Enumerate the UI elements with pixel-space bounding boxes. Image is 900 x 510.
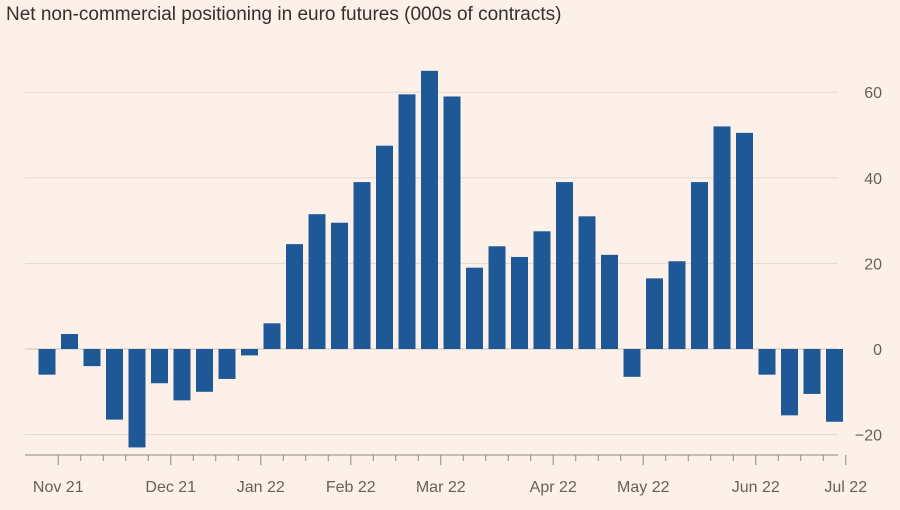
- bar: [241, 349, 258, 356]
- bar: [623, 349, 641, 377]
- bar: [263, 323, 281, 349]
- bar: [488, 246, 506, 349]
- bar: [353, 182, 371, 349]
- bar: [376, 145, 393, 349]
- bar: [736, 132, 753, 349]
- x-tick-label: Dec 21: [145, 479, 196, 496]
- bar: [196, 349, 213, 392]
- x-tick-label: Jan 22: [237, 479, 285, 496]
- bar: [331, 222, 348, 349]
- x-tick-label: Nov 21: [33, 479, 84, 496]
- bar: [443, 96, 461, 349]
- bar: [218, 349, 236, 379]
- y-tick-label: 60: [864, 85, 882, 102]
- bar: [826, 349, 843, 422]
- chart-title: Net non-commercial positioning in euro f…: [6, 4, 562, 25]
- bar: [466, 267, 483, 349]
- y-tick-label: 0: [873, 342, 882, 359]
- bar: [556, 182, 573, 349]
- x-tick-label: Apr 22: [530, 479, 577, 496]
- bar: [713, 126, 731, 349]
- bar: [646, 278, 663, 349]
- x-tick-label: Jun 22: [732, 479, 780, 496]
- x-tick-label: Feb 22: [326, 479, 376, 496]
- x-tick-label: May 22: [617, 479, 670, 496]
- bar: [173, 349, 191, 401]
- bar: [83, 349, 101, 367]
- bar: [106, 349, 123, 420]
- bar: [151, 349, 168, 384]
- bar: [511, 256, 528, 349]
- bar: [691, 182, 708, 349]
- bar: [128, 349, 146, 448]
- bar: [578, 216, 596, 349]
- bar: [61, 334, 78, 349]
- bar: [781, 349, 798, 416]
- bar: [286, 244, 303, 349]
- bar: [38, 349, 56, 375]
- y-tick-label: −20: [855, 428, 882, 445]
- y-tick-label: 20: [864, 256, 882, 273]
- bar: [308, 214, 326, 349]
- bar: [758, 349, 776, 375]
- bar: [803, 349, 821, 394]
- bar: [533, 231, 551, 349]
- y-tick-label: 40: [864, 171, 882, 188]
- bar: [601, 254, 618, 349]
- x-tick-label: Jul 22: [824, 479, 867, 496]
- bar: [421, 70, 438, 350]
- x-tick-label: Mar 22: [416, 479, 466, 496]
- bar: [398, 94, 416, 349]
- bar: [668, 261, 686, 349]
